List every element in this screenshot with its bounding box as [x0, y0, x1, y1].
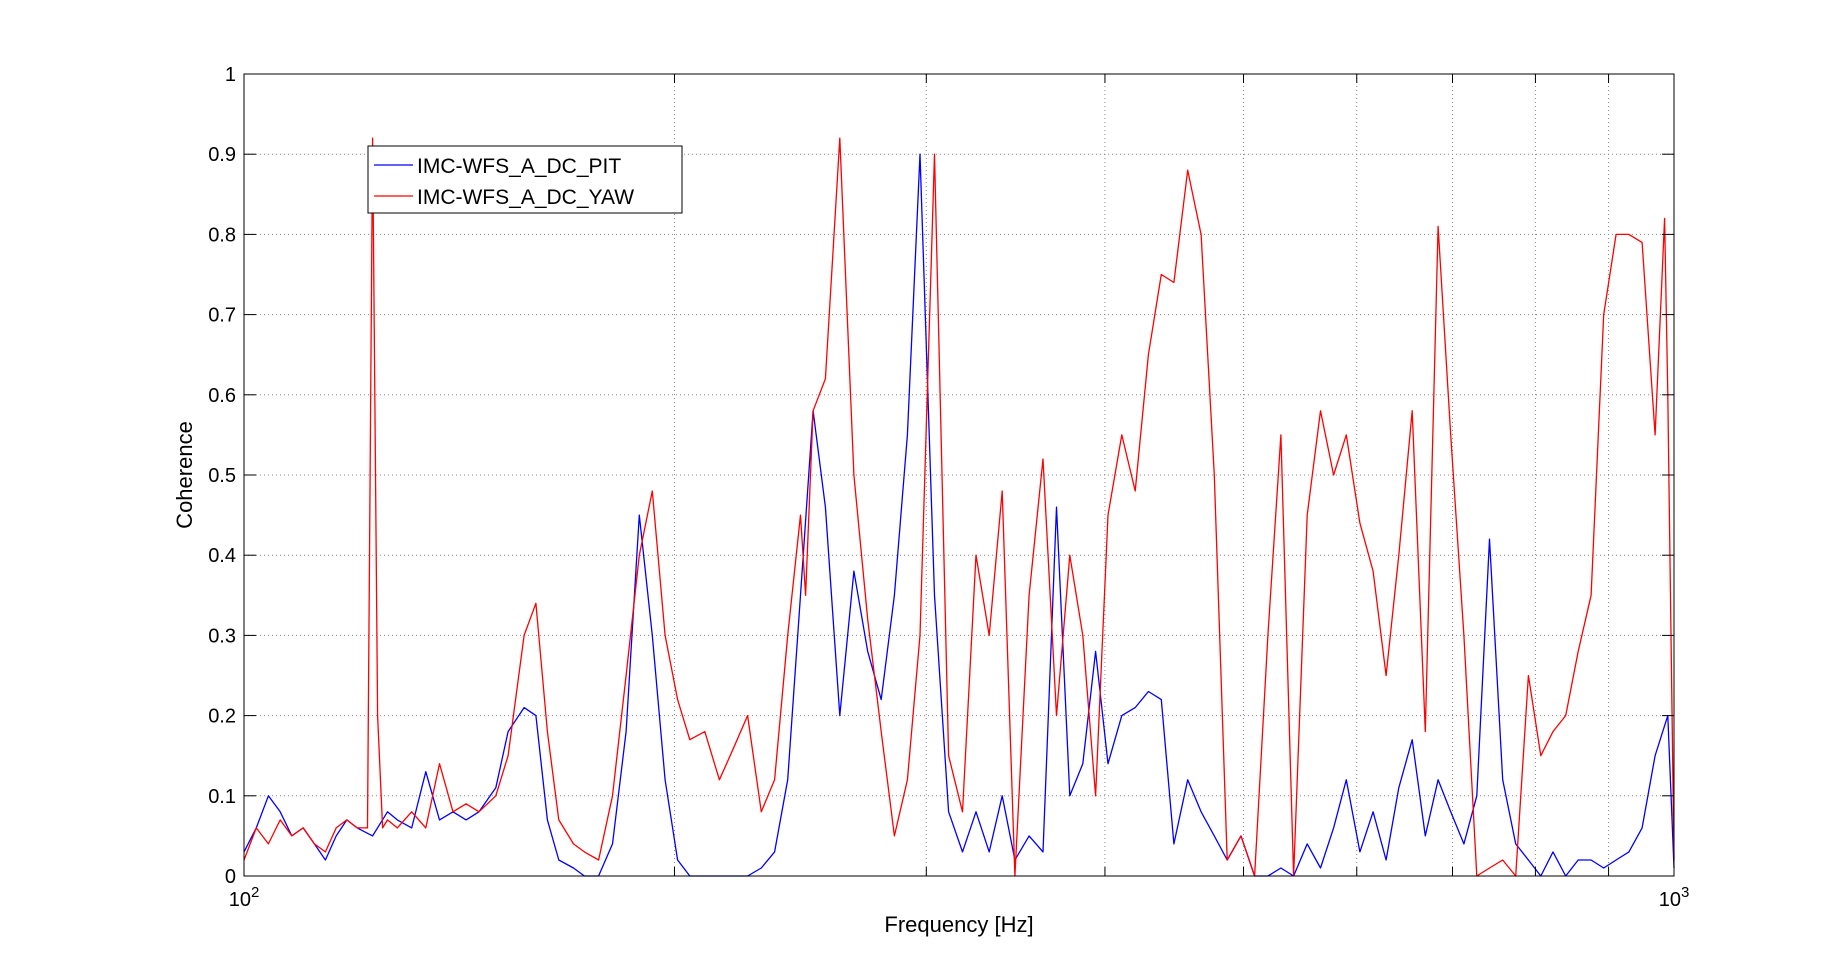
legend-label-pit: IMC-WFS_A_DC_PIT [417, 155, 621, 178]
y-tick-label: 0.7 [208, 305, 236, 327]
legend-box [367, 145, 683, 214]
y-axis-label: Coherence [172, 421, 197, 529]
y-tick-label: 0.6 [208, 385, 236, 407]
y-tick-label: 0.4 [208, 545, 236, 567]
grid-lines [244, 74, 1674, 876]
series-line-pit [243, 153, 1675, 877]
legend-label-yaw: IMC-WFS_A_DC_YAW [417, 186, 634, 209]
y-tick-labels: 0 0.1 0.2 0.3 0.4 0.5 0.6 0.7 0.8 0.9 1 [208, 64, 236, 888]
x-tick-label: 102 [229, 884, 260, 911]
y-tick-label: 0.1 [208, 786, 236, 808]
y-tick-label: 0.3 [208, 625, 236, 647]
legend: IMC-WFS_A_DC_PIT IMC-WFS_A_DC_YAW [367, 145, 683, 214]
y-tick-label: 0.8 [208, 224, 236, 246]
x-tick-label: 103 [1659, 884, 1690, 911]
y-tick-label: 0.5 [208, 465, 236, 487]
x-axis-label: Frequency [Hz] [884, 912, 1033, 937]
x-tick-labels: 102 103 [229, 884, 1690, 911]
y-tick-label: 1 [225, 64, 236, 86]
y-tick-label: 0.9 [208, 144, 236, 166]
y-tick-label: 0.2 [208, 706, 236, 728]
y-tick-label: 0 [225, 866, 236, 888]
series-line-yaw [243, 137, 1675, 877]
tick-marks [244, 73, 1674, 877]
series-layer [243, 137, 1675, 877]
